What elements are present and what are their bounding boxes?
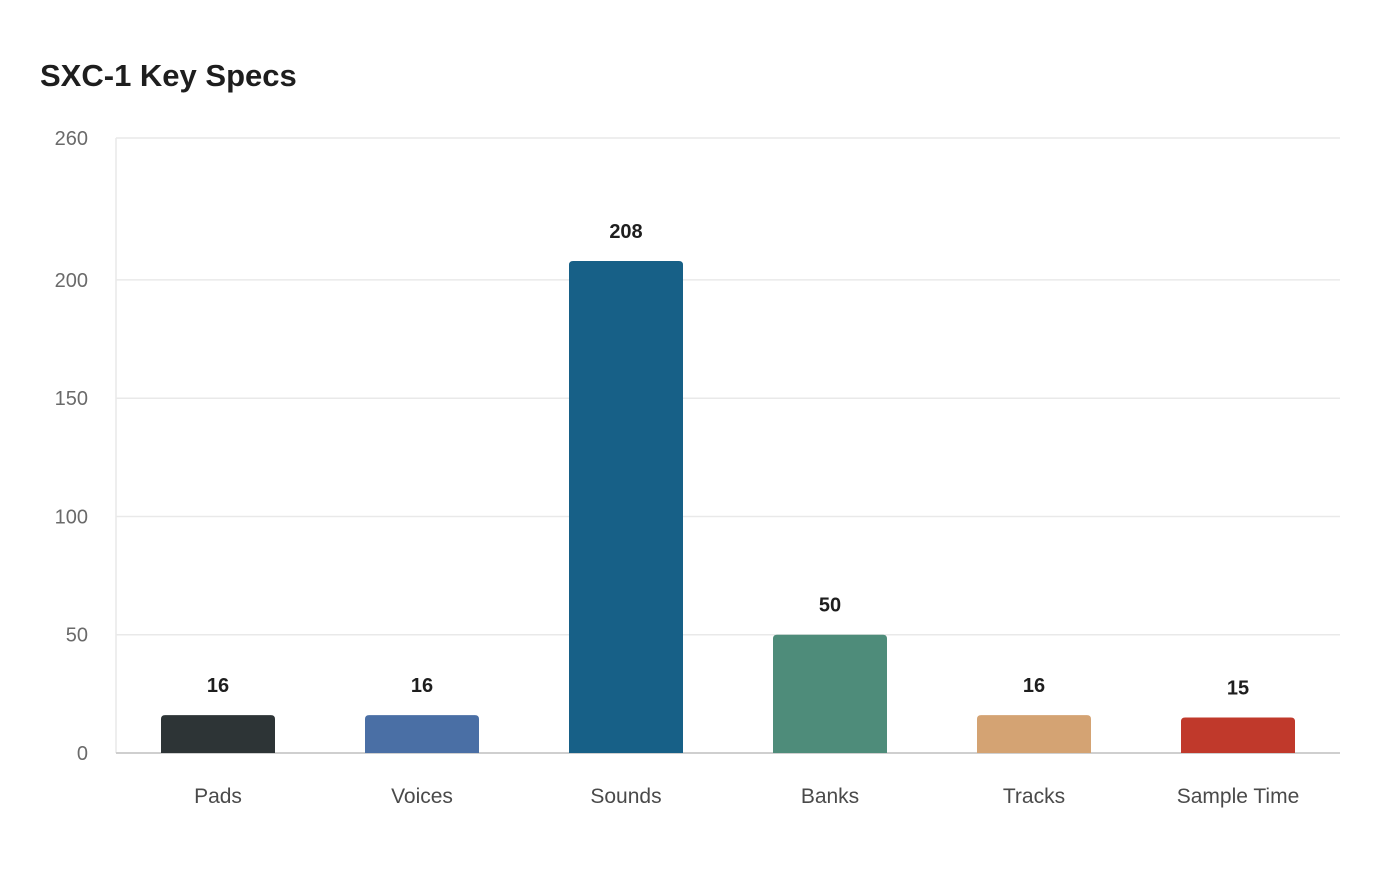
- labels: 0 50 100 150 200 260 16 Pads 16 Voices 208 Sounds 50…: [55, 128, 1300, 808]
- gridlines: [116, 137, 1340, 636]
- bar-1: [365, 715, 479, 753]
- chart-title: SXC-1 Key Specs: [40, 58, 297, 93]
- x-tick-label-1: Voices: [391, 785, 453, 808]
- y-tick-label-4: 200: [55, 270, 88, 292]
- x-tick-label-5: Sample Time: [1177, 785, 1300, 808]
- y-tick-label-0: 0: [77, 743, 88, 765]
- bar-4: [977, 715, 1091, 753]
- bar-3: [773, 634, 887, 753]
- x-tick-label-4: Tracks: [1003, 785, 1065, 808]
- data-label-0: 16: [207, 675, 229, 697]
- data-label-4: 16: [1023, 675, 1045, 697]
- data-label-2: 208: [609, 221, 642, 243]
- x-tick-label-3: Banks: [801, 785, 859, 808]
- y-tick-label-1: 50: [66, 625, 88, 647]
- data-label-1: 16: [411, 675, 433, 697]
- bar-2: [569, 261, 683, 753]
- data-label-3: 50: [819, 595, 841, 617]
- y-tick-label-2: 100: [55, 506, 88, 528]
- data-label-5: 15: [1227, 678, 1249, 700]
- x-tick-label-0: Pads: [194, 785, 242, 808]
- bars: [161, 261, 1295, 753]
- y-tick-label-3: 150: [55, 388, 88, 410]
- bar-5: [1181, 717, 1295, 753]
- x-tick-label-2: Sounds: [590, 785, 661, 808]
- y-tick-label-5: 260: [55, 128, 88, 150]
- bar-0: [161, 715, 275, 753]
- axes: [115, 138, 1340, 754]
